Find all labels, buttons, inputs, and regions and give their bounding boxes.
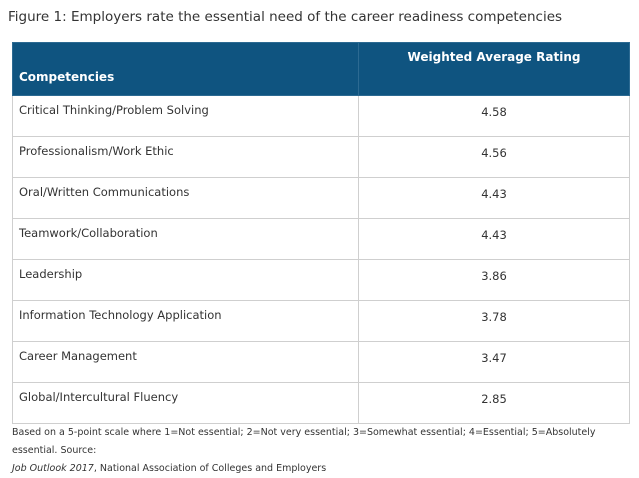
header-weighted-average-rating: Weighted Average Rating — [358, 42, 630, 96]
competency-name: Oral/Written Communications — [12, 177, 359, 219]
table-row: Leadership 3.86 — [12, 259, 630, 301]
rating-value: 3.78 — [358, 300, 630, 342]
competency-name: Career Management — [12, 341, 359, 383]
table-row: Professionalism/Work Ethic 4.56 — [12, 136, 630, 178]
table-row: Teamwork/Collaboration 4.43 — [12, 218, 630, 260]
rating-value: 3.86 — [358, 259, 630, 301]
rating-value: 2.85 — [358, 382, 630, 424]
scale-note: Based on a 5-point scale where 1=Not ess… — [12, 427, 596, 456]
rating-value: 4.56 — [358, 136, 630, 178]
competency-name: Leadership — [12, 259, 359, 301]
competency-name: Professionalism/Work Ethic — [12, 136, 359, 178]
competency-name: Teamwork/Collaboration — [12, 218, 359, 260]
rating-value: 3.47 — [358, 341, 630, 383]
rating-value: 4.43 — [358, 218, 630, 260]
header-competencies: Competencies — [12, 42, 359, 96]
table-row: Career Management 3.47 — [12, 341, 630, 383]
table-row: Critical Thinking/Problem Solving 4.58 — [12, 95, 630, 137]
competency-name: Information Technology Application — [12, 300, 359, 342]
rating-value: 4.43 — [358, 177, 630, 219]
table-header-row: Competencies Weighted Average Rating — [12, 42, 630, 96]
competencies-table: Competencies Weighted Average Rating Cri… — [12, 42, 630, 424]
source-title: Job Outlook 2017 — [12, 463, 94, 474]
source-publisher: , National Association of Colleges and E… — [93, 463, 327, 474]
competency-name: Global/Intercultural Fluency — [12, 382, 359, 424]
source-note: Based on a 5-point scale where 1=Not ess… — [12, 424, 632, 478]
competency-name: Critical Thinking/Problem Solving — [12, 95, 359, 137]
table-row: Information Technology Application 3.78 — [12, 300, 630, 342]
rating-value: 4.58 — [358, 95, 630, 137]
table-row: Oral/Written Communications 4.43 — [12, 177, 630, 219]
figure-title: Figure 1: Employers rate the essential n… — [8, 9, 563, 25]
table-row: Global/Intercultural Fluency 2.85 — [12, 382, 630, 424]
